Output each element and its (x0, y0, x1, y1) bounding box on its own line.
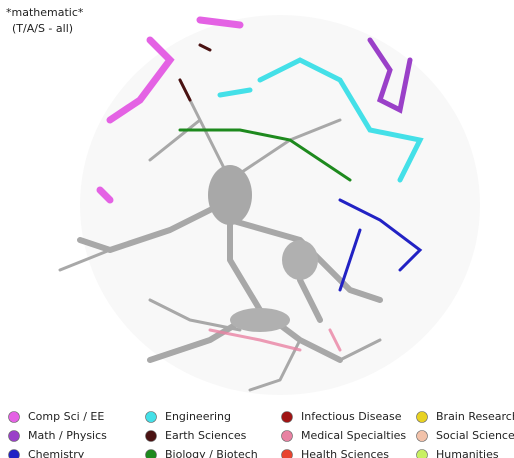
legend-label: Humanities (436, 448, 499, 458)
biology-cluster (178, 128, 352, 182)
legend-swatch (281, 449, 293, 458)
legend-label: Health Sciences (301, 448, 389, 458)
legend-swatch (8, 430, 20, 442)
legend-swatch (8, 449, 20, 458)
legend-swatch (145, 430, 157, 442)
legend-label: Medical Specialties (301, 429, 406, 442)
legend-label: Chemistry (28, 448, 85, 458)
legend-label: Math / Physics (28, 429, 107, 442)
legend-swatch (8, 411, 20, 423)
legend-swatch (281, 430, 293, 442)
legend-swatch (416, 411, 428, 423)
medical-cluster (208, 328, 342, 352)
science-map (58, 15, 480, 395)
legend-label: Social Sciences (436, 429, 514, 442)
legend-label: Earth Sciences (165, 429, 247, 442)
gray-cluster (208, 165, 252, 225)
engineering-cluster (217, 57, 424, 183)
legend-label: Biology / Biotech (165, 448, 258, 458)
legend-label: Infectious Disease (301, 410, 402, 423)
legend-label: Engineering (165, 410, 231, 423)
legend-label: Brain Research (436, 410, 514, 423)
chemistry-cluster (338, 198, 423, 292)
legend-swatch (416, 430, 428, 442)
gray-cluster (230, 308, 290, 332)
compsci-cluster (96, 16, 244, 204)
legend-label: Comp Sci / EE (28, 410, 104, 423)
legend-swatch (145, 411, 157, 423)
math-cluster (367, 37, 413, 114)
legend-swatch (145, 449, 157, 458)
earth-cluster (178, 43, 212, 102)
legend: Comp Sci / EE Math / Physics Chemistry Engi… (8, 410, 514, 458)
subtitle: (T/A/S - all) (12, 22, 73, 35)
gray-cluster (282, 240, 318, 280)
title: *mathematic* (6, 6, 84, 19)
legend-swatch (416, 449, 428, 458)
legend-swatch (281, 411, 293, 423)
